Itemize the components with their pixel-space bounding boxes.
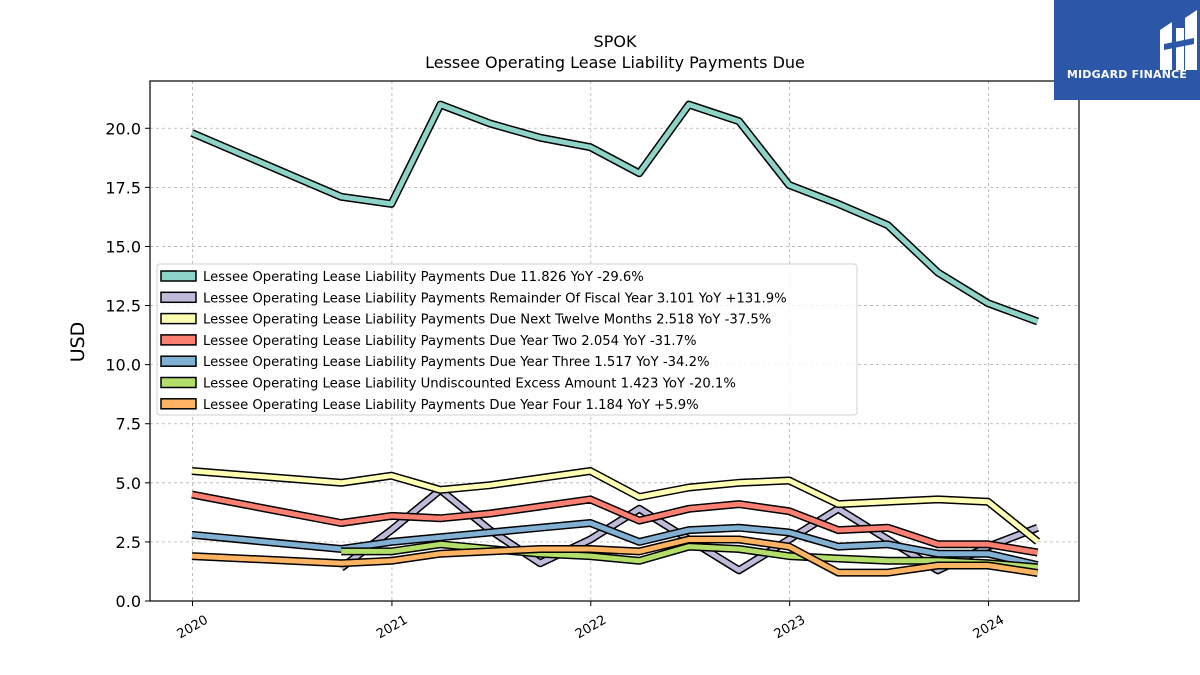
legend-label: Lessee Operating Lease Liability Payment… [203,270,644,285]
legend-swatch [160,398,197,410]
y-tick-label: 2.5 [116,533,141,552]
legend-label: Lessee Operating Lease Liability Payment… [203,313,771,328]
chart-title: SPOK [594,32,637,51]
x-tick-label: 2024 [971,613,1007,643]
x-tick-label: 2020 [175,613,211,643]
legend-swatch [160,291,197,304]
legend-swatch [160,270,197,282]
plot-frame [149,80,1080,602]
chart-subtitle: Lessee Operating Lease Liability Payment… [425,53,805,72]
series-line [191,468,1040,544]
y-tick-label: 7.5 [116,415,141,434]
legend-swatch [160,376,197,389]
logo-text: MIDGARD FINANCE [1066,68,1188,81]
series-line [191,520,1039,568]
midgard-logo-icon [1160,10,1197,70]
y-tick-label: 12.5 [105,297,141,316]
y-axis-label: USD [67,322,89,363]
x-tick-label: 2022 [573,613,609,643]
y-tick-label: 17.5 [105,178,141,197]
y-tick-label: 20.0 [105,119,141,138]
legend-swatch [160,355,197,367]
y-tick-label: 0.0 [116,592,141,611]
legend-label: Lessee Operating Lease Liability Undisco… [203,377,736,392]
series-line [191,102,1039,324]
legend-swatch [160,312,197,325]
y-tick-label: 5.0 [116,474,141,493]
y-tick-label: 10.0 [105,356,141,375]
y-tick-label: 15.0 [105,237,141,256]
x-tick-label: 2021 [374,613,410,643]
legend-label: Lessee Operating Lease Liability Payment… [203,398,699,413]
legend-label: Lessee Operating Lease Liability Payment… [203,334,696,349]
legend-label: Lessee Operating Lease Liability Payment… [203,355,710,370]
legend-label: Lessee Operating Lease Liability Payment… [203,291,787,306]
legend-swatch [160,334,197,346]
brand-logo: MIDGARD FINANCE [1054,0,1200,100]
series-line [191,492,1039,555]
series-line [341,541,1038,570]
legend-box [156,263,858,416]
series-group [190,100,1041,577]
series-line [191,537,1038,576]
x-tick-label: 2023 [772,613,808,643]
legend: Lessee Operating Lease Liability Payment… [156,263,858,416]
